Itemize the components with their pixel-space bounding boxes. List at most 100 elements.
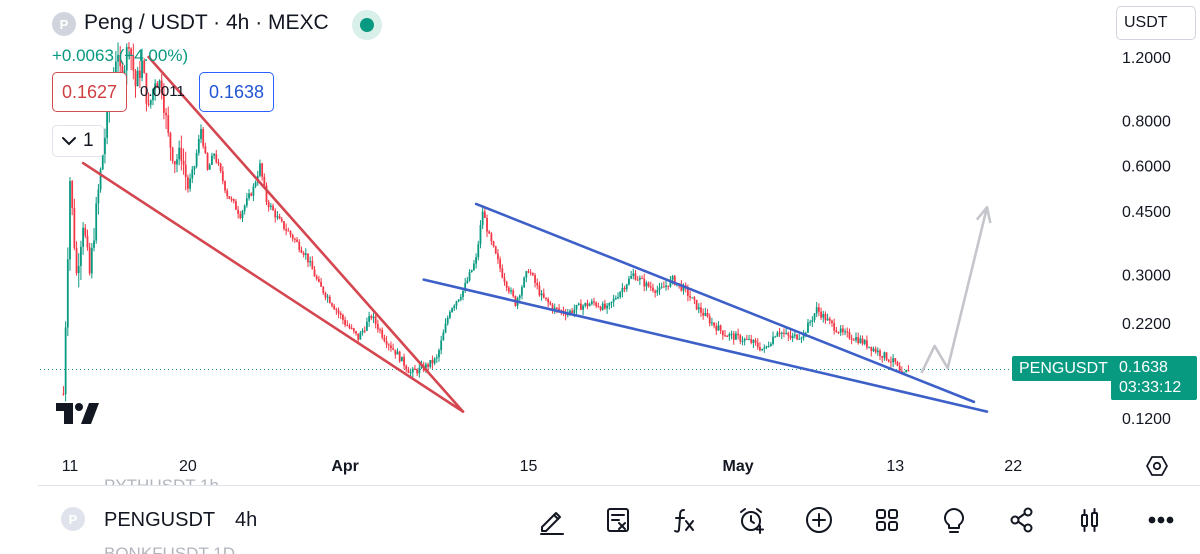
time-tick-label: 20 [179, 458, 197, 475]
candle-body [119, 54, 122, 67]
candle-body [304, 253, 307, 256]
candle-body [230, 198, 233, 200]
candle-body [538, 285, 541, 296]
share-button[interactable] [1000, 500, 1044, 540]
candle-body [189, 178, 191, 189]
drawing-tools-button[interactable] [530, 500, 574, 540]
candle-body [883, 352, 886, 358]
time-axis[interactable]: 11 20 Apr 15 May 13 22 [62, 458, 1023, 475]
candle-body [141, 60, 143, 78]
layouts-button[interactable] [865, 500, 909, 540]
candle-body [660, 286, 663, 288]
candle-body [488, 231, 491, 234]
candle-body [761, 348, 764, 351]
candle-body [342, 314, 344, 320]
trendline[interactable] [474, 202, 976, 404]
candle-body [881, 356, 884, 358]
candle-body [416, 370, 419, 374]
buy-price-button[interactable]: 0.1638 [199, 72, 275, 112]
candle-body [828, 318, 831, 321]
candle-body [466, 280, 469, 284]
interval-button[interactable]: 4h [235, 509, 258, 531]
indicator-count: 1 [83, 130, 94, 151]
candle-body [171, 147, 174, 162]
candle-body [217, 162, 220, 164]
candle-body [715, 325, 718, 331]
spread-value: 0.0011 [140, 83, 185, 100]
text-notes-button[interactable] [596, 500, 640, 540]
candle-body [848, 332, 851, 339]
candle-body [796, 334, 798, 340]
projection-arrow[interactable] [920, 207, 989, 374]
candle-body [128, 47, 130, 49]
candle-body [798, 338, 801, 340]
candle-body [492, 241, 495, 247]
price-tick-label: 0.8000 [1122, 114, 1171, 131]
candle-body [820, 311, 822, 318]
candle-body [431, 360, 434, 364]
candle-body [636, 279, 639, 281]
candle-body [859, 338, 862, 343]
alerts-button[interactable] [730, 500, 774, 540]
candle-body [276, 216, 279, 218]
bottom-symbol-button[interactable]: PENGUSDT [104, 509, 216, 531]
candle-body [300, 249, 303, 253]
candle-body [778, 332, 781, 334]
candle-body [326, 296, 329, 298]
sell-price-button[interactable]: 0.1627 [52, 72, 128, 112]
candle-body [872, 348, 875, 351]
symbol-avatar[interactable]: P [52, 12, 76, 36]
more-button[interactable] [1139, 500, 1183, 540]
chevron-down-icon [62, 137, 76, 146]
price-axis[interactable]: 1.2000 0.8000 0.6000 0.4500 0.3000 0.2200 0.12… [1122, 50, 1171, 428]
candle-body [368, 316, 371, 322]
candle-body [400, 356, 403, 362]
trendline[interactable] [81, 161, 465, 413]
candle-body [464, 283, 467, 291]
ideas-bulb-icon [944, 508, 964, 533]
candle-body [390, 345, 392, 349]
candle-body [385, 341, 388, 345]
candle-body [396, 351, 399, 355]
more-icon [1148, 516, 1174, 524]
candle-body [228, 196, 231, 199]
drawings-layer[interactable] [81, 55, 992, 413]
candle-body [894, 358, 897, 362]
candle-body [211, 155, 213, 165]
ideas-button[interactable] [932, 500, 976, 540]
indicators-collapse-button[interactable]: 1 [52, 125, 104, 157]
indicators-button[interactable] [663, 500, 707, 540]
price-tick-label: 0.4500 [1122, 204, 1171, 221]
chart-settings-button[interactable] [1141, 452, 1173, 480]
trendline[interactable] [422, 278, 989, 413]
candle-body [114, 61, 117, 78]
candle-body [280, 218, 283, 222]
time-tick-label: Apr [331, 458, 359, 475]
candle-body [169, 132, 172, 148]
chart-type-button[interactable] [1067, 500, 1111, 540]
candle-body [861, 338, 864, 344]
candle-body [106, 110, 109, 138]
trendline[interactable] [147, 55, 465, 413]
candle-body [433, 358, 436, 364]
candle-body [669, 279, 672, 287]
candle-body [634, 273, 637, 280]
currency-selector[interactable]: USDT [1116, 6, 1196, 40]
bottom-symbol-avatar[interactable]: P [61, 507, 85, 531]
candle-body [490, 233, 493, 242]
candle-body [689, 295, 691, 298]
candle-body [551, 304, 554, 311]
candle-body [593, 301, 595, 303]
add-button[interactable] [797, 500, 841, 540]
candle-body [571, 310, 574, 313]
candle-body [265, 185, 268, 202]
candle-body [518, 295, 521, 299]
candle-body [824, 313, 827, 321]
candle-body [477, 244, 480, 258]
candle-body [352, 328, 355, 332]
market-status-indicator[interactable] [352, 10, 382, 40]
symbol-title[interactable]: Peng / USDT · 4h · MEXC [84, 11, 329, 34]
time-tick-label: 13 [886, 458, 904, 475]
candle-body [713, 322, 715, 326]
